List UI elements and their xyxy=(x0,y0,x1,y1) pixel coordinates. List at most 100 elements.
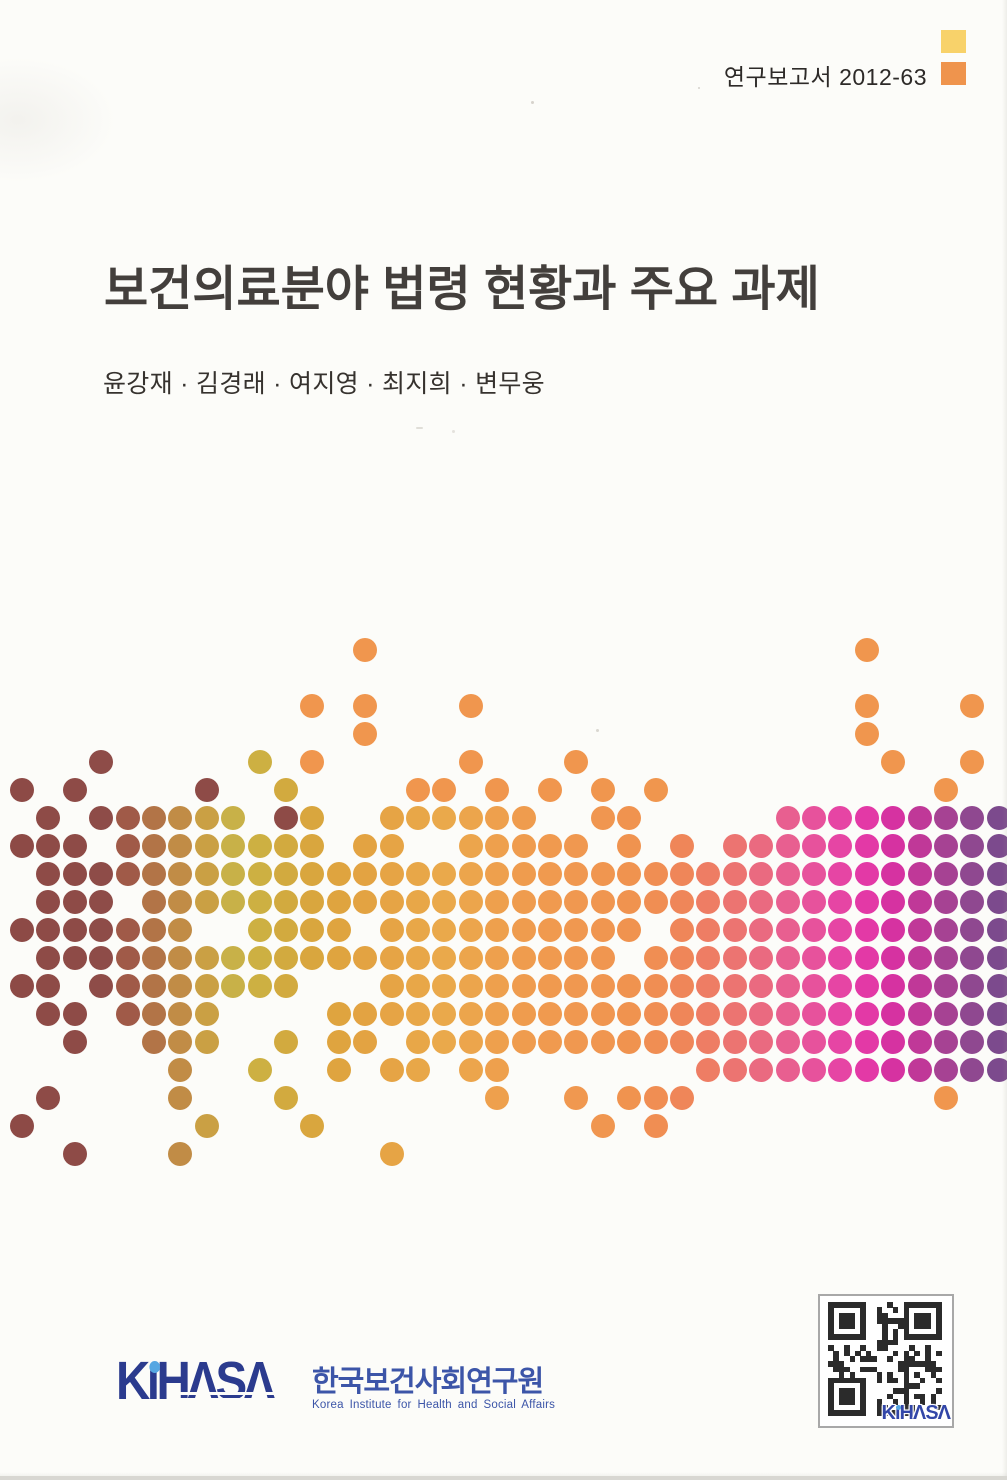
qr-module xyxy=(828,1383,834,1389)
qr-module xyxy=(914,1393,920,1400)
pattern-dot xyxy=(142,1002,166,1026)
pattern-dot xyxy=(643,1086,668,1110)
qr-module xyxy=(838,1361,845,1367)
pattern-dot xyxy=(379,1058,404,1082)
pattern-dot xyxy=(696,1030,721,1054)
pattern-dot xyxy=(722,974,747,998)
pattern-dot xyxy=(62,890,87,914)
pattern-dot xyxy=(934,946,958,970)
pattern-dot xyxy=(828,890,853,914)
pattern-dot xyxy=(142,834,166,858)
pattern-dot xyxy=(353,862,378,886)
pattern-dot xyxy=(36,1002,61,1026)
pattern-dot xyxy=(221,946,246,970)
pattern-dot xyxy=(538,946,562,970)
pattern-dot xyxy=(854,1030,879,1054)
pattern-dot xyxy=(194,974,219,998)
pattern-dot xyxy=(485,862,510,886)
pattern-dot xyxy=(353,834,378,858)
qr-module xyxy=(833,1410,839,1416)
pattern-dot xyxy=(802,1002,826,1026)
pattern-dot xyxy=(62,862,87,886)
qr-module xyxy=(930,1334,937,1340)
qr-module xyxy=(855,1302,861,1308)
pattern-dot xyxy=(274,918,298,942)
qr-module xyxy=(887,1339,893,1346)
qr-module xyxy=(849,1312,856,1319)
kihasa-logo: KıHΛSΛ 한국보건사회연구원 Korea Institute for Hea… xyxy=(116,1351,555,1422)
qr-module xyxy=(828,1388,834,1394)
pattern-dot xyxy=(274,1086,298,1110)
qr-module xyxy=(892,1307,899,1313)
pattern-dot xyxy=(696,890,721,914)
qr-kihasa-label: KıHΛSΛ xyxy=(881,1402,952,1424)
qr-module xyxy=(860,1377,866,1384)
pattern-dot xyxy=(670,918,694,942)
pattern-dot xyxy=(168,890,193,914)
qr-module xyxy=(887,1318,893,1324)
pattern-dot xyxy=(36,862,61,886)
qr-module xyxy=(865,1356,872,1362)
pattern-dot xyxy=(670,834,694,858)
pattern-dot xyxy=(511,890,536,914)
qr-module xyxy=(838,1372,845,1378)
pattern-dot xyxy=(670,890,694,914)
qr-module xyxy=(903,1334,910,1340)
qr-module xyxy=(925,1345,931,1351)
qr-module xyxy=(828,1410,834,1416)
pattern-dot xyxy=(907,918,932,942)
pattern-dot xyxy=(89,974,114,998)
pattern-dot xyxy=(406,1002,430,1026)
pattern-dot xyxy=(960,890,985,914)
qr-module xyxy=(849,1334,856,1340)
qr-module xyxy=(887,1356,893,1362)
pattern-dot xyxy=(274,946,298,970)
pattern-dot xyxy=(10,974,34,998)
qr-module xyxy=(919,1377,926,1384)
qr-module xyxy=(925,1366,931,1373)
qr-module xyxy=(909,1334,915,1340)
qr-module xyxy=(833,1302,839,1308)
pattern-dot xyxy=(775,806,800,830)
qr-module xyxy=(903,1388,910,1394)
qr-module xyxy=(882,1323,888,1330)
qr-module xyxy=(903,1366,910,1373)
pattern-dot xyxy=(854,834,879,858)
pattern-dot xyxy=(89,750,114,774)
pattern-dot xyxy=(538,778,562,802)
qr-module xyxy=(860,1318,866,1324)
scan-speck xyxy=(416,427,423,429)
pattern-dot xyxy=(168,1142,193,1166)
pattern-dot xyxy=(379,1002,404,1026)
qr-module xyxy=(844,1388,850,1394)
pattern-dot xyxy=(722,1002,747,1026)
qr-module xyxy=(860,1410,866,1416)
pattern-dot xyxy=(247,946,272,970)
cover-title: 보건의료분야 법령 현황과 주요 과제 xyxy=(104,263,820,316)
pattern-dot xyxy=(10,834,34,858)
pattern-dot xyxy=(89,862,114,886)
pattern-dot xyxy=(89,946,114,970)
qr-module xyxy=(828,1312,834,1319)
pattern-dot xyxy=(485,1002,510,1026)
qr-module xyxy=(903,1323,910,1330)
pattern-dot xyxy=(168,1058,193,1082)
pattern-dot xyxy=(934,1030,958,1054)
pattern-dot xyxy=(986,862,1007,886)
qr-module xyxy=(844,1366,850,1373)
pattern-dot xyxy=(643,778,668,802)
pattern-dot xyxy=(960,946,985,970)
pattern-dot xyxy=(722,834,747,858)
pattern-dot xyxy=(300,750,325,774)
qr-module xyxy=(882,1329,888,1335)
pattern-dot xyxy=(10,918,34,942)
pattern-dot xyxy=(406,862,430,886)
pattern-dot xyxy=(458,890,483,914)
qr-module xyxy=(925,1361,931,1367)
pattern-dot xyxy=(986,890,1007,914)
pattern-dot xyxy=(854,974,879,998)
pattern-dot xyxy=(379,918,404,942)
pattern-dot xyxy=(934,890,958,914)
pattern-dot xyxy=(432,1002,457,1026)
pattern-dot xyxy=(749,946,774,970)
